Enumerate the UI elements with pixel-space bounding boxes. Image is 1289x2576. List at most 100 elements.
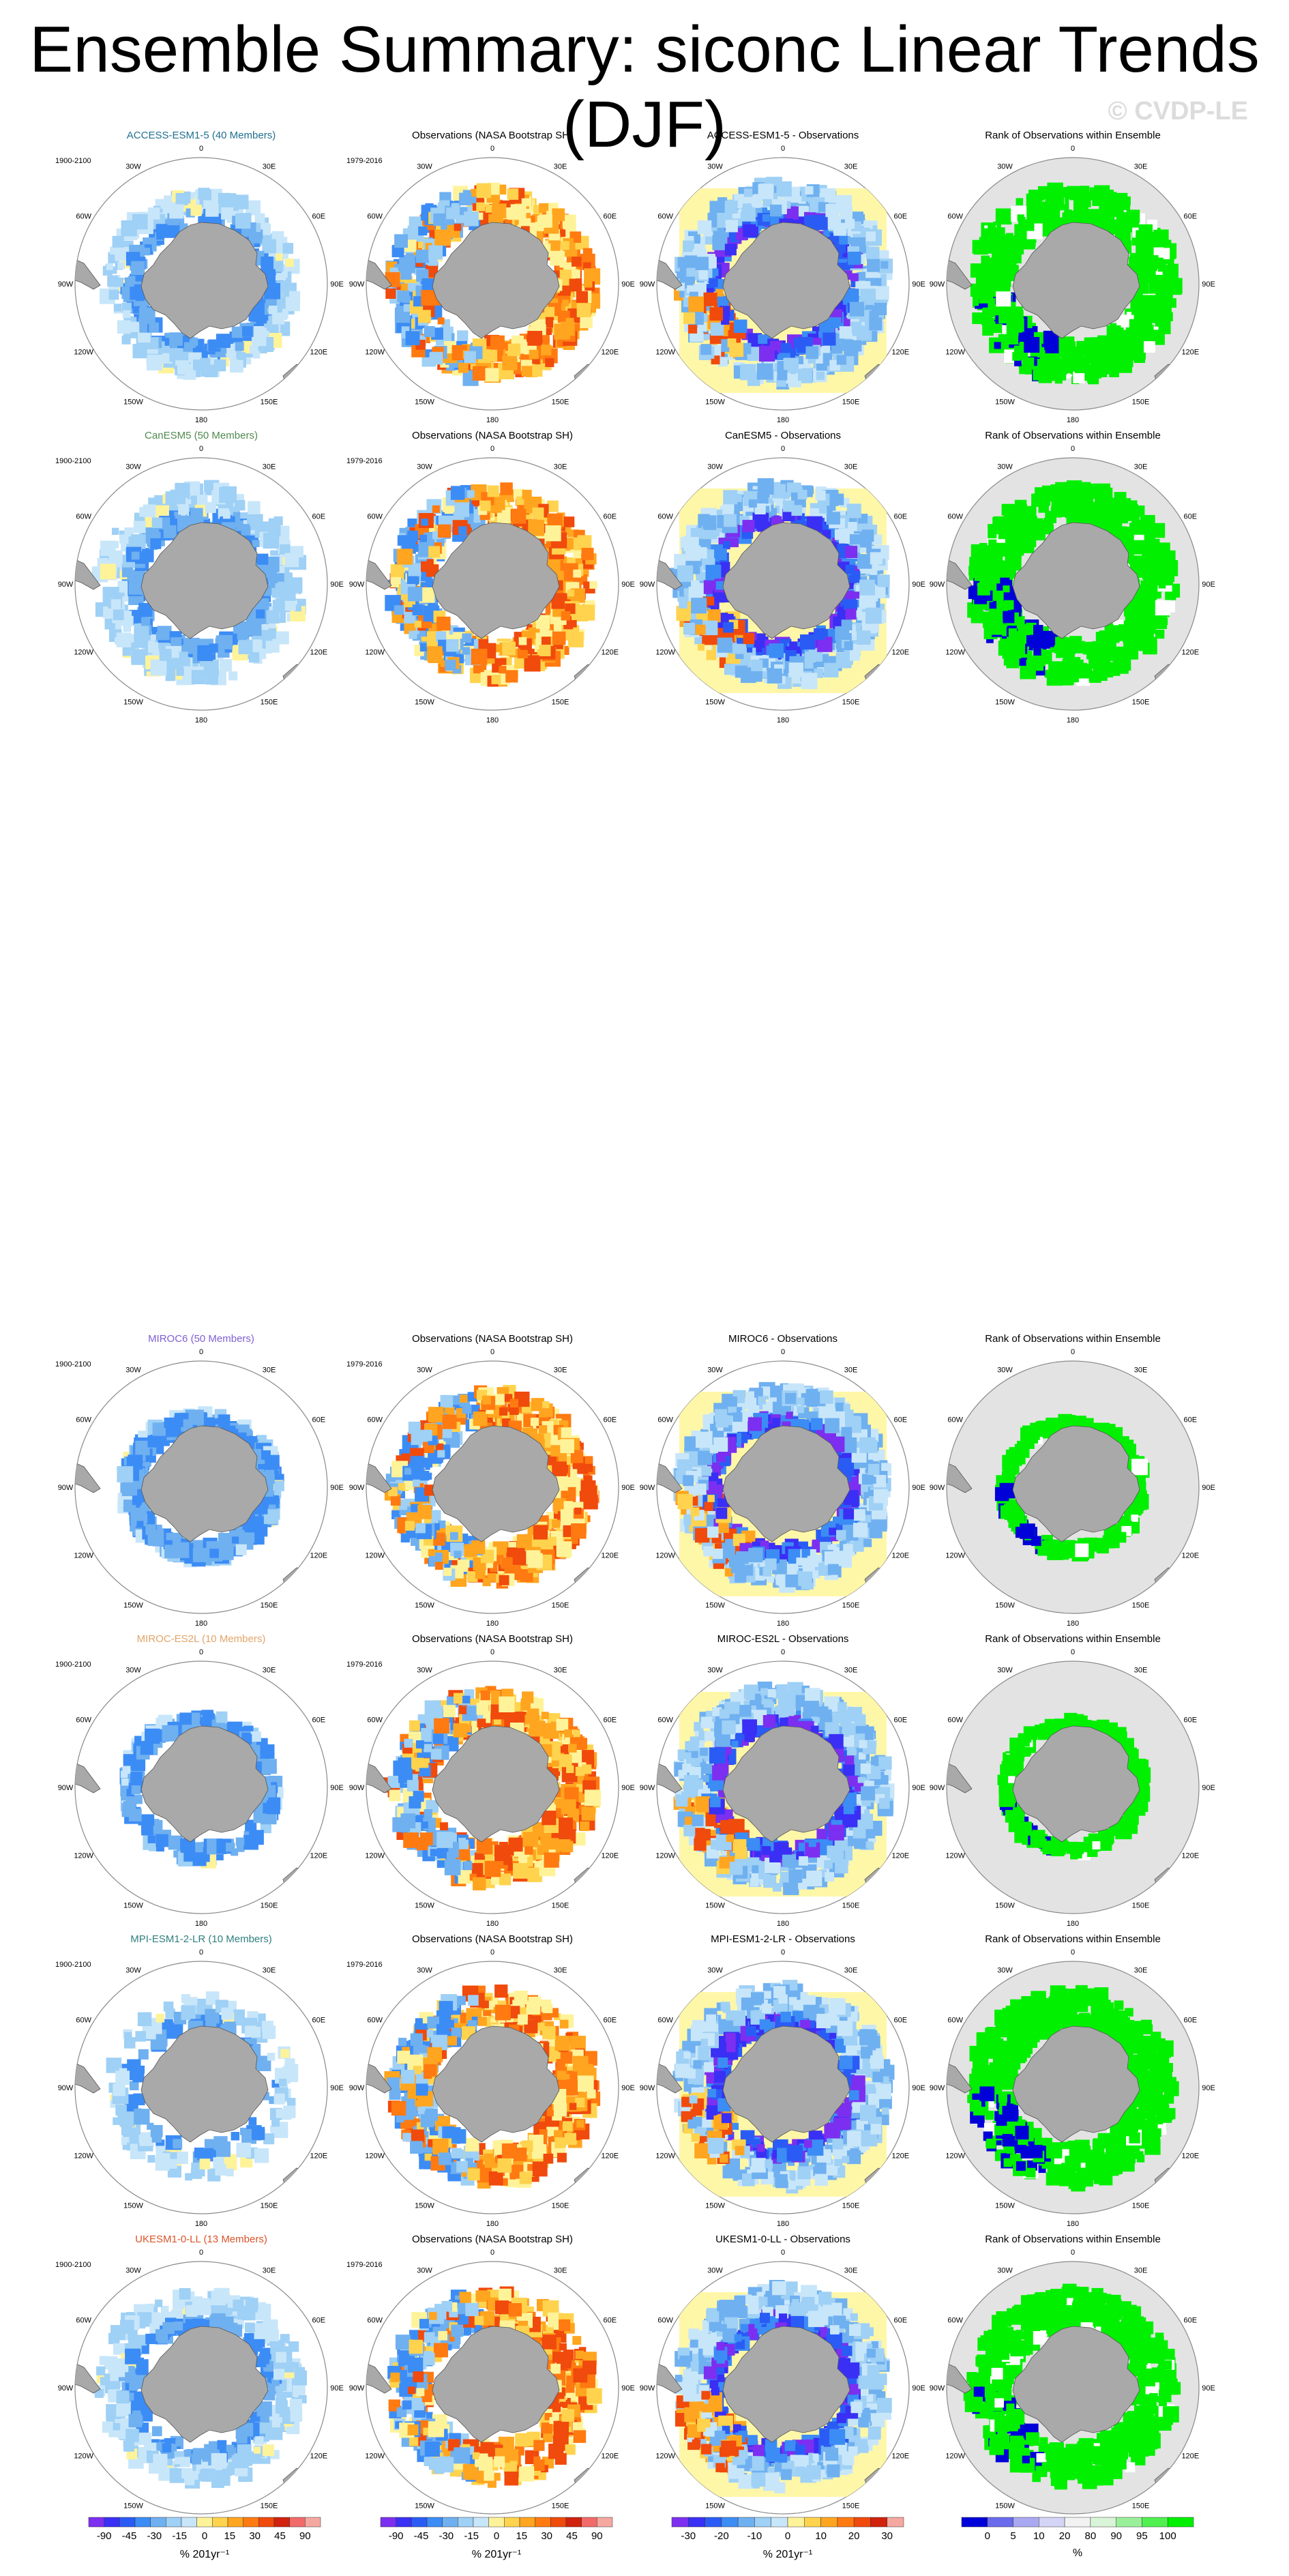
lon-label: 180 <box>1067 416 1079 424</box>
colorbar-swatch <box>119 2517 136 2528</box>
lon-label: 150E <box>1132 2201 1150 2210</box>
lon-label: 120W <box>74 649 93 657</box>
lon-label: 150E <box>261 1601 278 1609</box>
colorbar-swatch <box>820 2517 838 2528</box>
lon-label: 90W <box>640 1784 655 1792</box>
lon-label: 150E <box>552 698 569 706</box>
antarctica-landmass <box>1012 1725 1140 1843</box>
panel-title: CanESM5 (50 Members) <box>145 430 258 441</box>
panel-title: MPI-ESM1-2-LR (10 Members) <box>130 1933 272 1945</box>
lon-label: 90E <box>330 2384 344 2392</box>
lon-label: 30W <box>417 1667 432 1675</box>
lon-label: 90W <box>930 2384 945 2392</box>
colorbar-swatch <box>771 2517 788 2528</box>
lon-label: 30E <box>263 1366 276 1375</box>
lon-label: 150E <box>842 698 860 706</box>
lon-label: 60W <box>947 513 963 521</box>
lon-label: 30W <box>707 463 723 471</box>
lon-label: 0 <box>1071 1948 1075 1957</box>
lon-label: 0 <box>1071 145 1075 153</box>
lon-label: 150E <box>552 2502 569 2510</box>
lon-label: 180 <box>486 416 499 424</box>
lon-label: 60W <box>367 2317 383 2325</box>
lon-label: 30E <box>554 1967 567 1975</box>
lon-label: 90W <box>640 280 655 289</box>
lon-label: 120E <box>891 2453 909 2461</box>
lon-label: 150E <box>842 398 860 406</box>
lon-label: 120W <box>945 2152 965 2161</box>
lon-label: 120W <box>365 2152 385 2161</box>
antarctica-landmass <box>432 1725 560 1843</box>
colorbar-tick: 90 <box>1110 2530 1122 2542</box>
colorbar-swatch <box>442 2517 458 2528</box>
lon-label: 180 <box>777 416 789 424</box>
lon-label: 0 <box>490 445 494 453</box>
lon-label: 150W <box>995 1901 1015 1909</box>
lon-label: 60E <box>894 1716 908 1725</box>
colorbar: -90 -45 -30 -15 0 15 30 45 90 % 201yr⁻¹ <box>374 2516 619 2564</box>
lon-label: 90W <box>58 280 74 289</box>
antarctica-landmass <box>1012 222 1140 339</box>
map-panel-model: MIROC6 (50 Members) 1900-2100 0 30E 60E 90E 12… <box>51 1333 351 1633</box>
panel-period: 1900-2100 <box>55 1360 91 1368</box>
antarctica-landmass <box>140 1425 269 1542</box>
map-panel-diff: UKESM1-0-LL - Observations 0 30E 60E 90E 120E… <box>633 2234 933 2534</box>
lon-label: 150W <box>123 1901 143 1909</box>
lon-label: 150W <box>705 2201 725 2210</box>
antarctica-landmass <box>432 222 560 339</box>
colorbar-tick: -30 <box>439 2530 454 2542</box>
lon-label: 120W <box>74 1852 93 1860</box>
lon-label: 120E <box>310 2453 327 2461</box>
lon-label: 120W <box>74 1552 93 1560</box>
lon-label: 60W <box>76 2317 91 2325</box>
panel-period: 1900-2100 <box>55 157 91 165</box>
colorbar-tick: -45 <box>414 2530 429 2542</box>
lon-label: 60W <box>367 1716 383 1725</box>
lon-label: 90E <box>912 581 925 589</box>
lon-label: 150E <box>552 1601 569 1609</box>
lon-label: 90W <box>349 2384 365 2392</box>
lon-label: 0 <box>781 1348 785 1356</box>
lon-label: 30W <box>997 1667 1013 1675</box>
colorbar-swatch <box>961 2517 988 2528</box>
lon-label: 90E <box>1202 2084 1215 2092</box>
lon-label: 0 <box>199 145 203 153</box>
lon-label: 0 <box>781 445 785 453</box>
lon-label: 150W <box>123 2502 143 2510</box>
lon-label: 30E <box>844 1366 858 1375</box>
lon-label: 150W <box>995 1601 1015 1609</box>
panel-period: 1979-2016 <box>346 157 383 165</box>
lon-label: 120E <box>601 649 619 657</box>
lon-label: 150W <box>995 2201 1015 2210</box>
lon-label: 120W <box>365 649 385 657</box>
watermark: © CVDP-LE <box>1108 97 1248 126</box>
colorbar-tick: -30 <box>681 2530 696 2542</box>
lon-label: 30W <box>707 1667 723 1675</box>
colorbar-tick: 0 <box>985 2530 990 2542</box>
lon-label: 120W <box>74 2152 93 2161</box>
lon-label: 30W <box>997 463 1013 471</box>
panel-period: 1979-2016 <box>346 457 383 465</box>
lon-label: 90W <box>640 1484 655 1492</box>
lon-label: 60E <box>894 2317 908 2325</box>
lon-label: 0 <box>490 1348 494 1356</box>
lon-label: 150W <box>705 1601 725 1609</box>
panel-title: MIROC6 (50 Members) <box>148 1333 254 1345</box>
lon-label: 120E <box>1181 2453 1199 2461</box>
colorbar-swatch <box>227 2517 243 2528</box>
lon-label: 60E <box>604 2317 617 2325</box>
lon-label: 90E <box>1202 2384 1215 2392</box>
colorbar-tick: -45 <box>122 2530 137 2542</box>
colorbar-swatch <box>581 2517 597 2528</box>
panel-title: Rank of Observations within Ensemble <box>985 1633 1161 1645</box>
lon-label: 30E <box>1134 1366 1148 1375</box>
colorbar-tick: 95 <box>1136 2530 1148 2542</box>
lon-label: 180 <box>486 2220 499 2228</box>
colorbar-swatch <box>671 2517 689 2528</box>
